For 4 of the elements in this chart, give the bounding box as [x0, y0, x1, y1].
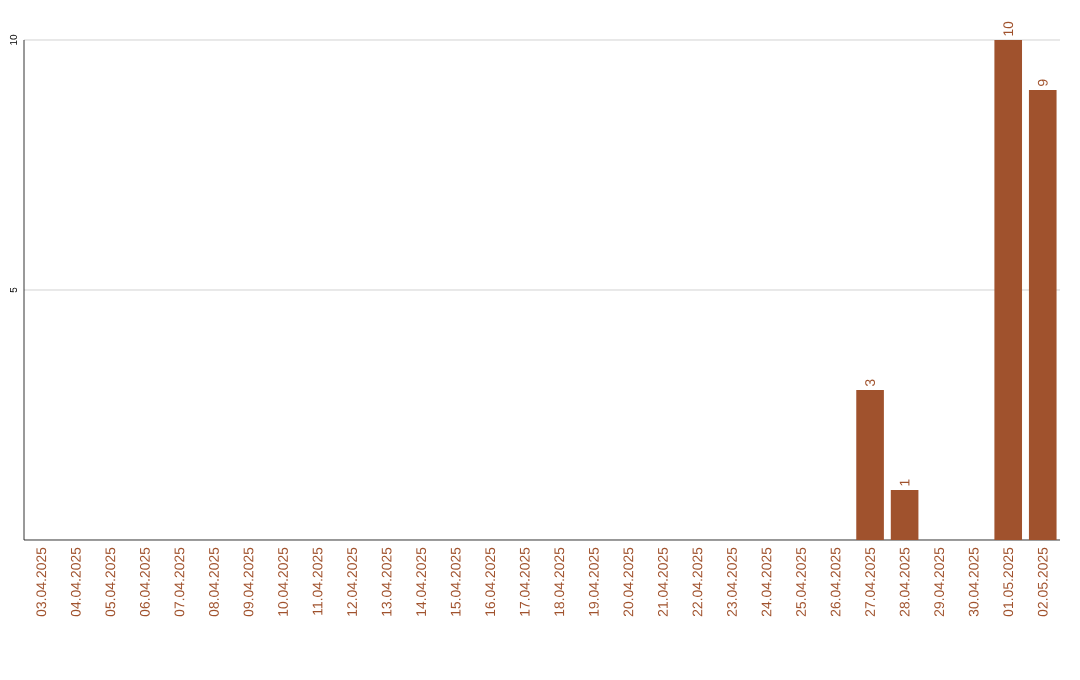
bar [994, 39, 1023, 540]
bar [1028, 89, 1057, 540]
bar [890, 490, 919, 540]
bar [856, 390, 884, 540]
